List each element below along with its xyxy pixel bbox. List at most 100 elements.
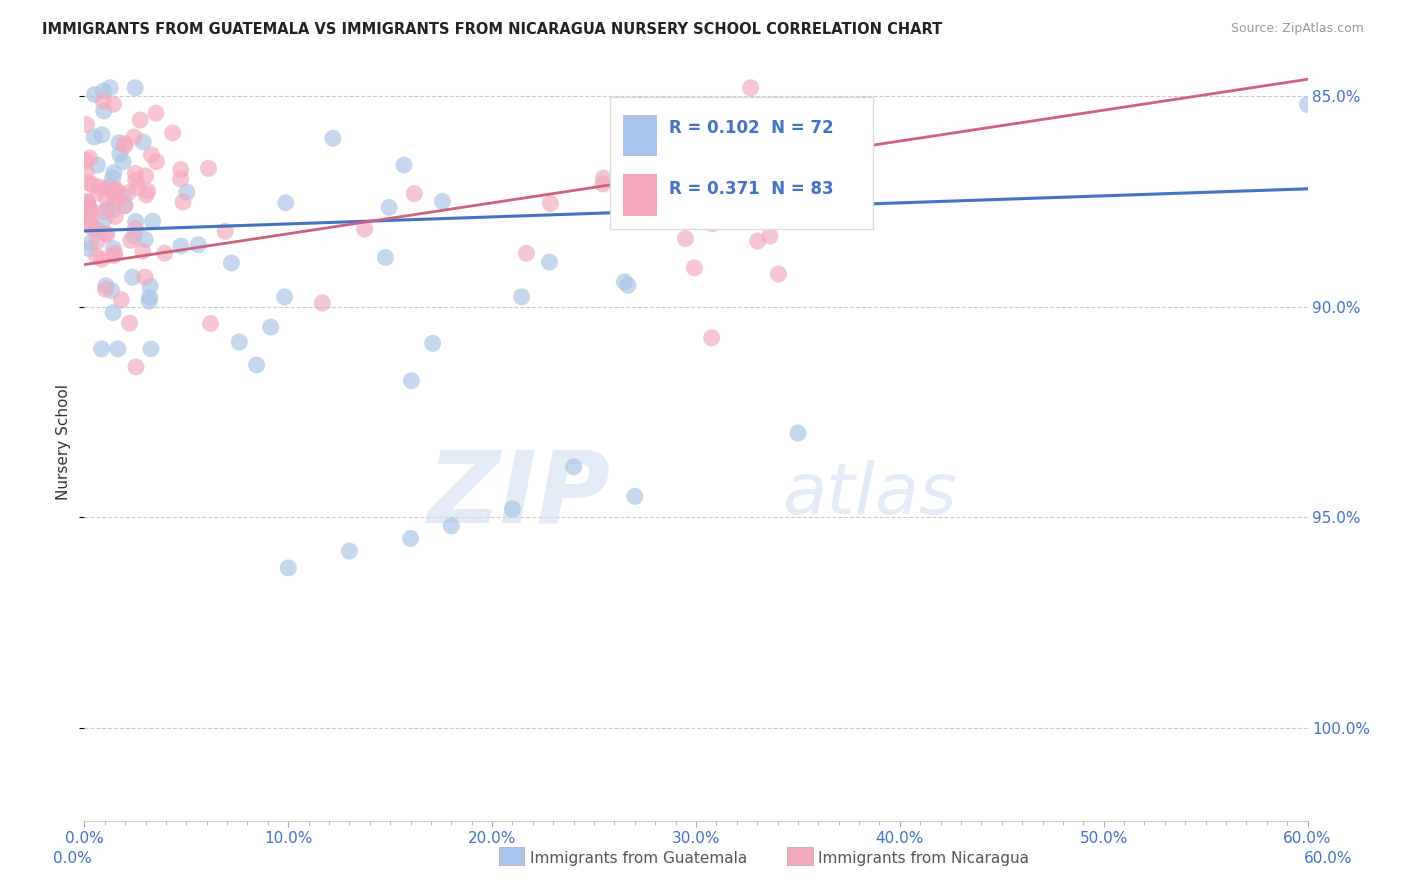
Point bbox=[125, 359, 148, 374]
Point bbox=[378, 200, 401, 214]
Point bbox=[83, 87, 105, 102]
Point bbox=[86, 223, 108, 237]
Point bbox=[111, 154, 134, 169]
Point bbox=[76, 195, 98, 210]
Point bbox=[114, 198, 136, 212]
Point bbox=[112, 188, 135, 202]
Point bbox=[105, 191, 128, 205]
Point bbox=[172, 194, 194, 209]
Point bbox=[401, 374, 423, 388]
Point bbox=[592, 171, 614, 186]
Point bbox=[93, 212, 115, 227]
Point bbox=[142, 214, 165, 228]
Point bbox=[75, 165, 97, 179]
Point bbox=[103, 242, 125, 256]
Point bbox=[75, 213, 97, 227]
Point bbox=[634, 157, 657, 171]
Point bbox=[134, 232, 156, 246]
Point bbox=[76, 198, 98, 212]
Point bbox=[86, 250, 108, 264]
Point bbox=[637, 201, 659, 215]
Point bbox=[747, 153, 769, 167]
Point bbox=[114, 138, 136, 153]
Y-axis label: Nursery School: Nursery School bbox=[56, 384, 72, 500]
Point bbox=[122, 229, 145, 244]
Point bbox=[114, 136, 136, 151]
Point bbox=[124, 221, 146, 235]
Point bbox=[79, 242, 101, 256]
Point bbox=[108, 136, 131, 150]
Text: R = 0.102  N = 72: R = 0.102 N = 72 bbox=[669, 120, 834, 137]
Point bbox=[145, 106, 167, 120]
Point bbox=[176, 185, 198, 199]
Point bbox=[132, 244, 155, 258]
Point bbox=[311, 296, 333, 310]
Point bbox=[103, 166, 125, 180]
Point bbox=[94, 227, 117, 241]
Text: ZIP: ZIP bbox=[427, 446, 610, 543]
Point bbox=[132, 135, 155, 149]
Point bbox=[404, 186, 426, 201]
Point bbox=[121, 270, 143, 285]
Point bbox=[117, 186, 139, 200]
Point bbox=[104, 182, 127, 196]
Point bbox=[510, 290, 533, 304]
Point bbox=[96, 227, 118, 242]
Bar bbox=[610, 96, 873, 229]
Point bbox=[93, 103, 115, 118]
Point bbox=[139, 342, 162, 356]
Point bbox=[93, 205, 115, 219]
Point bbox=[673, 231, 696, 245]
Point bbox=[107, 342, 129, 356]
Point bbox=[741, 166, 763, 180]
Point bbox=[538, 255, 561, 269]
Point bbox=[120, 233, 142, 247]
Point bbox=[75, 118, 97, 132]
Point bbox=[399, 532, 422, 546]
Point bbox=[114, 199, 136, 213]
Point bbox=[277, 561, 299, 575]
Point bbox=[100, 284, 122, 298]
Point bbox=[170, 239, 193, 253]
Point bbox=[747, 234, 769, 248]
Point bbox=[104, 193, 127, 207]
Bar bbox=[623, 174, 657, 216]
Text: 60.0%: 60.0% bbox=[1305, 851, 1353, 865]
Point bbox=[538, 196, 561, 211]
Point bbox=[702, 217, 724, 231]
Point bbox=[80, 202, 103, 217]
Point bbox=[91, 94, 114, 108]
Point bbox=[246, 358, 269, 372]
Point bbox=[562, 459, 585, 474]
Point bbox=[440, 518, 463, 533]
Point bbox=[187, 237, 209, 252]
Point bbox=[103, 249, 125, 263]
Point bbox=[392, 158, 415, 172]
Point bbox=[104, 210, 127, 224]
Point bbox=[139, 279, 162, 293]
Point bbox=[110, 293, 132, 307]
Point bbox=[221, 256, 243, 270]
Point bbox=[339, 544, 361, 558]
Point bbox=[740, 80, 762, 95]
Point bbox=[98, 80, 121, 95]
Point bbox=[89, 180, 111, 194]
Text: Immigrants from Guatemala: Immigrants from Guatemala bbox=[530, 851, 748, 865]
Point bbox=[90, 252, 112, 266]
Point bbox=[86, 158, 108, 172]
Point bbox=[711, 184, 734, 198]
Point bbox=[77, 176, 100, 190]
Point bbox=[141, 148, 163, 162]
Point bbox=[134, 270, 156, 285]
Point bbox=[82, 220, 104, 235]
Point bbox=[136, 184, 159, 198]
Point bbox=[592, 177, 614, 191]
Point bbox=[1296, 97, 1319, 112]
Point bbox=[79, 235, 101, 250]
Point bbox=[76, 211, 98, 226]
Point bbox=[77, 205, 100, 219]
Point bbox=[86, 234, 108, 248]
Point bbox=[787, 426, 810, 441]
Point bbox=[624, 489, 647, 503]
Point bbox=[93, 84, 115, 98]
